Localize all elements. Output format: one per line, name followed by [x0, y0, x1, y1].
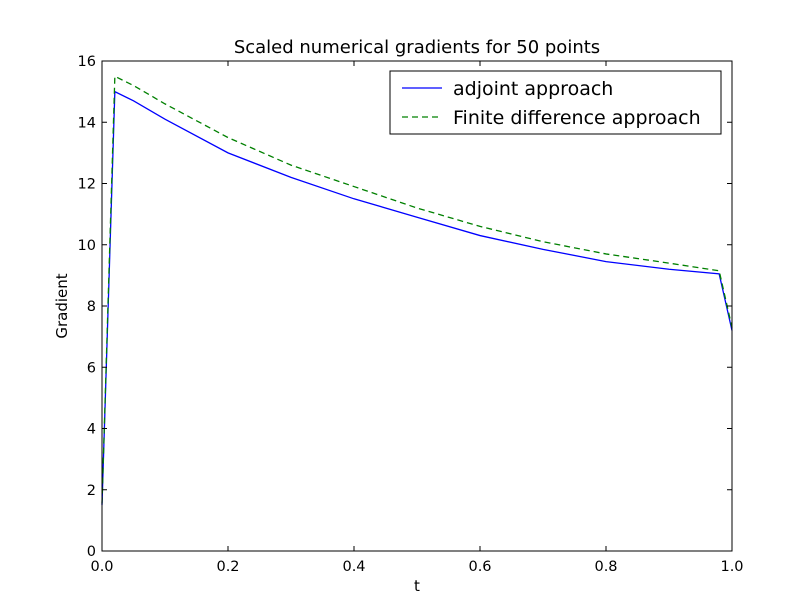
x-tick-label: 0.6 [468, 559, 491, 575]
series-line-2 [101, 75, 733, 504]
x-tick-label: 0.0 [90, 559, 113, 575]
series-layer [101, 75, 733, 506]
legend-label-2: Finite difference approach [453, 107, 701, 129]
y-tick-label: 8 [87, 299, 96, 315]
x-tick-label: 0.2 [216, 559, 239, 575]
y-tick-label: 14 [78, 115, 96, 131]
ticks-layer: 0.0 0.2 0.4 0.6 0.8 1.0 0 2 4 6 8 10 12 14 16 [78, 54, 744, 575]
legend: adjoint approach Finite difference approa… [389, 70, 722, 135]
series-line-1 [101, 90, 733, 506]
y-tick-label: 12 [78, 177, 96, 193]
y-tick-label: 16 [78, 54, 96, 70]
y-tick-label: 6 [87, 360, 96, 376]
chart-title: Scaled numerical gradients for 50 points [234, 37, 600, 58]
y-tick-label: 10 [78, 238, 96, 254]
x-tick-label: 0.8 [594, 559, 617, 575]
y-tick-label: 4 [87, 422, 96, 438]
y-axis-label: Gradient [53, 273, 71, 338]
legend-box [389, 70, 722, 135]
y-tick-label: 0 [87, 544, 96, 560]
x-axis-label: t [414, 577, 420, 595]
legend-label-1: adjoint approach [453, 78, 613, 100]
x-tick-label: 1.0 [720, 559, 743, 575]
x-tick-label: 0.4 [342, 559, 365, 575]
y-tick-label: 2 [87, 483, 96, 499]
